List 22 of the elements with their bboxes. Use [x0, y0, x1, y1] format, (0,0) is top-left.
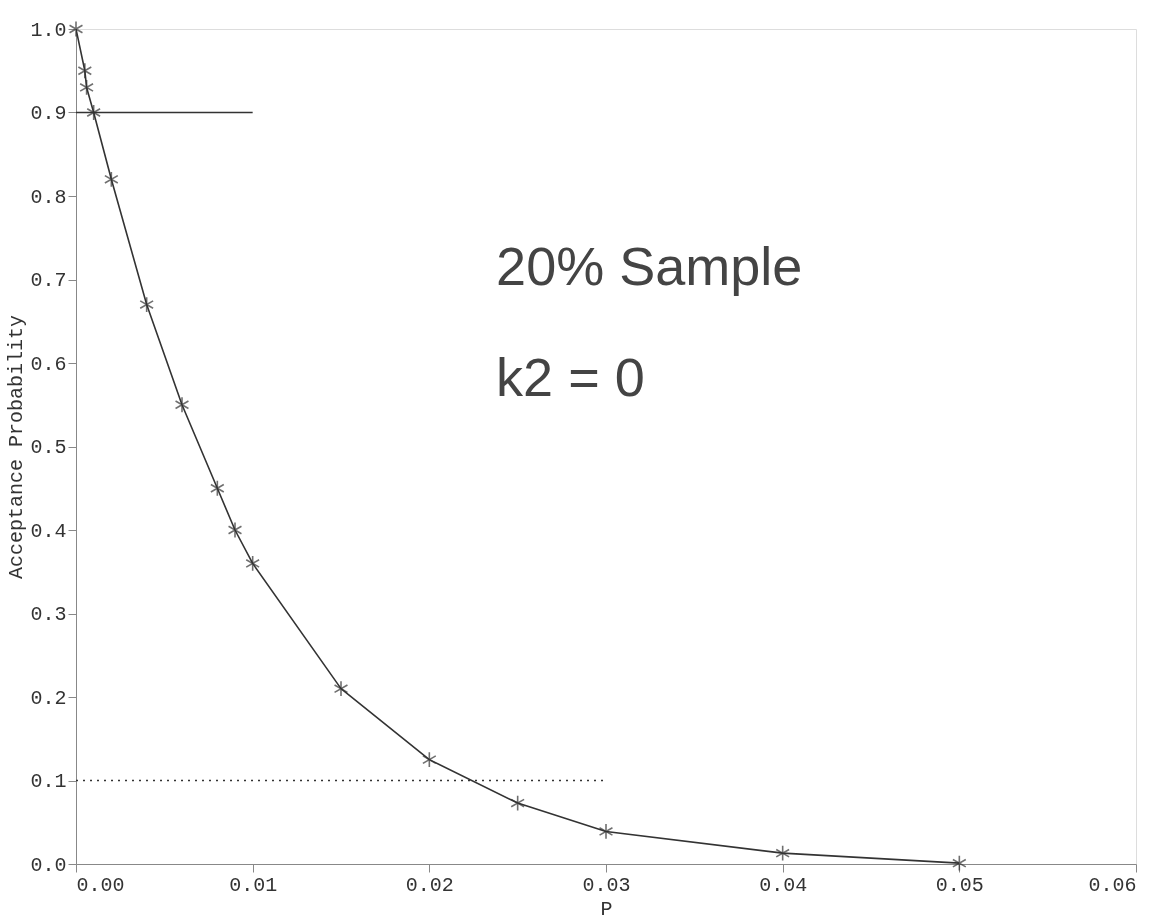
y-tick-label: 0.4: [30, 519, 67, 543]
annotation: k2 = 0: [496, 346, 645, 407]
x-tick-label: 0.05: [935, 873, 984, 897]
x-tick-label: 0.00: [76, 873, 125, 897]
x-tick-label: 0.02: [405, 873, 454, 897]
y-tick-label: 0.9: [30, 102, 67, 125]
x-tick-label: 0.06: [1088, 873, 1137, 897]
x-tick-label: 0.03: [582, 873, 631, 897]
y-tick-label: 0.8: [30, 185, 67, 209]
y-tick-label: 0.5: [30, 436, 67, 459]
x-tick-label: 0.04: [759, 873, 808, 897]
y-tick-label: 0.7: [30, 269, 67, 292]
y-tick-label: 0.2: [30, 686, 67, 710]
y-tick-label: 0.1: [30, 770, 67, 793]
y-tick-label: 0.0: [30, 853, 67, 877]
y-axis-title: Acceptance Probability: [5, 314, 29, 580]
y-tick-label: 1.0: [30, 18, 67, 42]
y-tick-label: 0.6: [30, 352, 67, 376]
x-axis-title: P: [600, 897, 613, 921]
y-tick-label: 0.3: [30, 603, 67, 626]
x-tick-label: 0.01: [229, 873, 278, 897]
annotation: 20% Sample: [496, 235, 803, 296]
